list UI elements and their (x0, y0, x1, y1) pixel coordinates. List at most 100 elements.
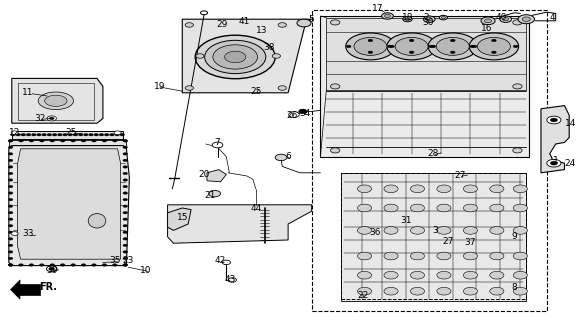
Circle shape (429, 45, 433, 48)
Circle shape (513, 271, 527, 279)
Circle shape (8, 224, 13, 227)
Circle shape (26, 133, 31, 136)
Polygon shape (9, 146, 129, 266)
Circle shape (8, 198, 13, 201)
Circle shape (8, 172, 13, 175)
Ellipse shape (45, 95, 67, 106)
Circle shape (410, 271, 425, 279)
Circle shape (368, 51, 373, 53)
Circle shape (123, 257, 128, 260)
Circle shape (410, 227, 425, 234)
Text: 15: 15 (176, 213, 188, 222)
Circle shape (550, 118, 557, 122)
Circle shape (73, 133, 78, 136)
Text: 40: 40 (496, 13, 507, 22)
Text: 32: 32 (34, 114, 46, 123)
Circle shape (8, 251, 13, 253)
Text: 16: 16 (481, 24, 493, 33)
Circle shape (513, 148, 522, 153)
Circle shape (123, 140, 128, 142)
Circle shape (8, 140, 13, 142)
Circle shape (492, 51, 496, 53)
Circle shape (490, 287, 504, 295)
Polygon shape (320, 16, 529, 157)
Text: 7: 7 (215, 138, 220, 147)
Circle shape (123, 212, 128, 214)
Circle shape (384, 227, 398, 234)
Circle shape (384, 185, 398, 193)
Circle shape (213, 45, 258, 69)
Circle shape (21, 133, 26, 136)
Circle shape (89, 133, 93, 136)
Text: 14: 14 (564, 119, 576, 128)
Circle shape (384, 204, 398, 212)
Circle shape (123, 264, 128, 266)
Circle shape (201, 11, 208, 15)
Text: 12: 12 (9, 128, 21, 137)
Text: 4: 4 (550, 13, 556, 22)
Polygon shape (182, 19, 312, 93)
Polygon shape (18, 149, 121, 259)
Circle shape (123, 172, 128, 175)
Circle shape (358, 252, 372, 260)
Text: 36: 36 (369, 228, 381, 237)
Circle shape (205, 40, 266, 74)
Circle shape (11, 131, 18, 135)
Circle shape (8, 159, 13, 162)
Circle shape (547, 116, 561, 124)
Circle shape (39, 264, 44, 266)
Circle shape (81, 264, 86, 266)
Text: 22: 22 (357, 292, 369, 300)
Circle shape (50, 140, 55, 142)
Circle shape (63, 133, 68, 136)
Polygon shape (11, 280, 20, 299)
Circle shape (490, 271, 504, 279)
Circle shape (83, 133, 88, 136)
Circle shape (278, 23, 286, 27)
Circle shape (50, 264, 55, 266)
Circle shape (185, 86, 193, 90)
Text: 27: 27 (454, 171, 466, 180)
Polygon shape (341, 173, 526, 301)
Circle shape (36, 133, 41, 136)
Circle shape (368, 39, 373, 42)
Circle shape (490, 252, 504, 260)
Circle shape (123, 166, 128, 168)
Circle shape (8, 237, 13, 240)
Circle shape (81, 140, 86, 142)
Circle shape (49, 117, 54, 120)
Circle shape (410, 204, 425, 212)
Circle shape (513, 185, 527, 193)
Circle shape (513, 227, 527, 234)
Circle shape (29, 264, 34, 266)
Circle shape (31, 133, 36, 136)
Circle shape (94, 133, 99, 136)
Circle shape (409, 39, 414, 42)
Circle shape (410, 252, 425, 260)
Circle shape (522, 17, 530, 21)
Circle shape (8, 212, 13, 214)
Circle shape (405, 18, 410, 20)
Circle shape (225, 51, 246, 63)
Circle shape (11, 232, 18, 236)
Circle shape (503, 18, 509, 21)
Circle shape (358, 287, 372, 295)
Text: 30: 30 (422, 18, 434, 27)
Text: 18: 18 (402, 13, 413, 22)
Text: 25: 25 (65, 128, 76, 137)
Circle shape (437, 204, 451, 212)
Circle shape (99, 133, 104, 136)
Circle shape (52, 133, 57, 136)
Text: 43: 43 (225, 276, 236, 284)
Circle shape (185, 23, 193, 27)
Circle shape (228, 278, 236, 282)
Text: 42: 42 (215, 256, 226, 265)
Circle shape (209, 190, 220, 197)
Circle shape (437, 227, 451, 234)
Text: 13: 13 (256, 26, 268, 35)
Circle shape (463, 252, 477, 260)
Circle shape (481, 17, 495, 25)
Text: 34: 34 (299, 109, 311, 118)
Circle shape (8, 179, 13, 181)
Circle shape (112, 140, 117, 142)
